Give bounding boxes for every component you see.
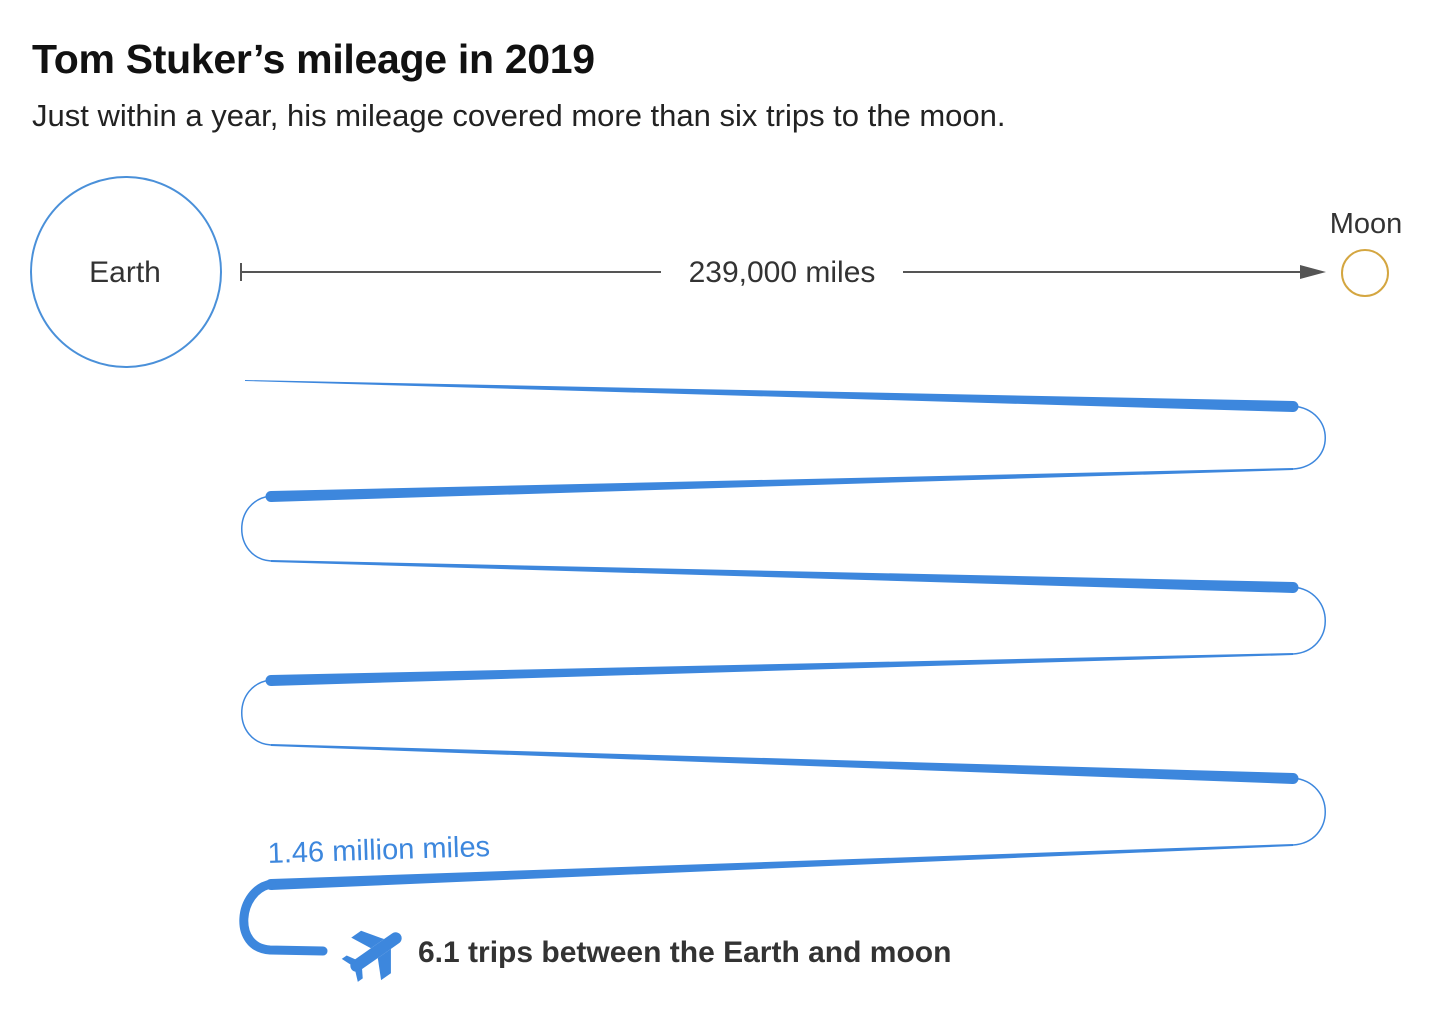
turn-earth-2 xyxy=(241,679,272,746)
distance-arrow: 239,000 miles xyxy=(240,256,1326,289)
trip-leg-1 xyxy=(245,380,1293,412)
airplane-icon xyxy=(341,930,402,982)
turn-moon-1 xyxy=(1292,405,1326,470)
distance-label: 239,000 miles xyxy=(689,256,876,289)
turn-moon-2 xyxy=(1292,586,1326,655)
earth-label: Earth xyxy=(89,256,161,289)
trip-leg-2 xyxy=(271,468,1293,502)
mileage-path xyxy=(245,380,1299,890)
trip-leg-5 xyxy=(271,744,1293,784)
earth-group: Earth xyxy=(30,176,222,368)
trip-leg-6 xyxy=(271,844,1293,890)
chart-subtitle: Just within a year, his mileage covered … xyxy=(32,98,1006,133)
total-mileage-label: 1.46 million miles xyxy=(267,831,490,870)
moon-group: Moon xyxy=(1330,208,1403,297)
moon-circle-icon xyxy=(1341,249,1389,297)
moon-label: Moon xyxy=(1330,208,1403,240)
final-tail xyxy=(239,879,328,956)
turn-moon-3 xyxy=(1292,777,1326,846)
turn-earth-1 xyxy=(241,495,272,562)
arrow-head-icon xyxy=(1300,265,1326,279)
trip-leg-4 xyxy=(271,653,1293,686)
trip-leg-3 xyxy=(271,560,1293,593)
path-turns xyxy=(239,405,1326,956)
chart-title: Tom Stuker’s mileage in 2019 xyxy=(32,36,595,82)
earth-circle-icon xyxy=(30,176,222,368)
trips-label: 6.1 trips between the Earth and moon xyxy=(418,936,951,969)
